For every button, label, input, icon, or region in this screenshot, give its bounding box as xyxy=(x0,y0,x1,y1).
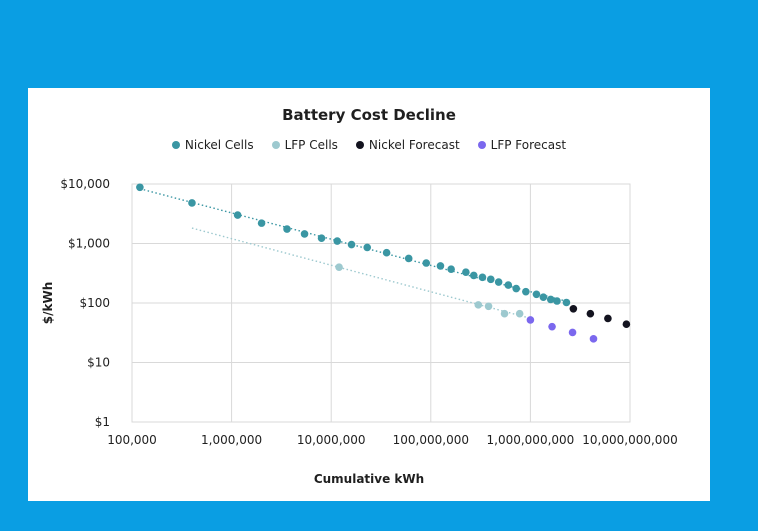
legend-marker-lfp-forecast xyxy=(477,141,486,149)
data-point-nickel-cells xyxy=(494,278,503,286)
data-point-lfp-cells xyxy=(474,301,483,309)
x-tick-label: 1,000,000 xyxy=(201,433,262,447)
x-axis-title: Cumulative kWh xyxy=(313,472,425,486)
data-point-nickel-cells xyxy=(512,284,520,293)
data-point-nickel-cells xyxy=(136,183,144,192)
data-point-lfp-cells xyxy=(484,302,493,311)
data-point-lfp-forecast xyxy=(548,322,556,331)
legend-label-lfp-forecast: LFP Forecast xyxy=(490,138,567,152)
legend-item-nickel-forecast: Nickel Forecast xyxy=(355,138,460,152)
data-point-lfp-cells xyxy=(515,309,524,318)
legend-label-nickel-cells: Nickel Cells xyxy=(184,138,254,152)
legend-label-lfp-cells: LFP Cells xyxy=(284,138,338,152)
data-point-nickel-cells xyxy=(188,199,196,207)
trendline-lfp-cells xyxy=(191,227,527,318)
data-point-nickel-cells xyxy=(486,275,495,284)
y-tick-label: $100 xyxy=(79,296,110,310)
data-point-nickel-cells xyxy=(404,254,413,263)
data-point-lfp-forecast xyxy=(526,316,535,324)
chart-card: Battery Cost Decline Nickel Cells LFP Ce… xyxy=(28,88,710,501)
data-point-nickel-cells xyxy=(462,268,470,276)
data-point-nickel-cells xyxy=(522,287,530,296)
y-axis-title: $/kWh xyxy=(41,281,55,325)
legend-item-lfp-cells: LFP Cells xyxy=(271,138,338,152)
x-tick-label: 10,000,000,000 xyxy=(582,433,677,447)
chart-title: Battery Cost Decline xyxy=(282,106,456,124)
data-point-nickel-forecast xyxy=(622,320,631,329)
y-tick-label: $1,000 xyxy=(68,237,110,251)
data-point-nickel-cells xyxy=(532,290,541,299)
data-point-nickel-cells xyxy=(233,211,242,219)
legend-label-nickel-forecast: Nickel Forecast xyxy=(368,138,460,152)
data-point-nickel-cells xyxy=(539,293,548,302)
data-point-nickel-cells xyxy=(422,259,431,267)
data-point-lfp-forecast xyxy=(568,328,577,337)
x-tick-label: 100,000 xyxy=(107,433,157,447)
data-point-nickel-cells xyxy=(447,265,455,273)
data-point-nickel-cells xyxy=(478,273,487,282)
data-point-nickel-cells xyxy=(347,240,356,249)
data-point-lfp-cells xyxy=(335,263,343,271)
legend-item-lfp-forecast: LFP Forecast xyxy=(477,138,567,152)
legend: Nickel Cells LFP Cells Nickel Forecast L… xyxy=(28,138,710,152)
data-point-nickel-cells xyxy=(504,281,513,289)
data-point-nickel-forecast xyxy=(604,314,612,323)
data-point-lfp-forecast xyxy=(589,335,598,343)
legend-item-nickel-cells: Nickel Cells xyxy=(171,138,254,152)
data-point-nickel-cells xyxy=(257,219,266,227)
data-point-nickel-cells xyxy=(300,230,309,238)
data-point-lfp-cells xyxy=(500,309,509,318)
legend-marker-lfp-cells xyxy=(271,141,280,149)
data-point-nickel-cells xyxy=(317,234,326,242)
data-point-nickel-cells xyxy=(436,262,445,270)
x-tick-label: 1,000,000,000 xyxy=(487,433,575,447)
data-point-nickel-cells xyxy=(333,237,342,245)
data-point-nickel-cells xyxy=(382,248,391,257)
x-tick-label: 10,000,000 xyxy=(297,433,366,447)
data-point-nickel-forecast xyxy=(586,309,595,318)
data-point-nickel-cells xyxy=(553,297,561,305)
plot-area: $1 $10 $100 $1,000 $10,000 100,000 1,000,000 10… xyxy=(60,177,677,447)
y-tick-label: $1 xyxy=(95,415,110,429)
data-point-nickel-cells xyxy=(546,295,555,304)
y-tick-label: $10 xyxy=(87,356,110,370)
data-point-nickel-cells xyxy=(469,271,478,280)
data-point-nickel-cells xyxy=(363,243,372,252)
legend-marker-nickel-cells xyxy=(171,141,180,149)
legend-marker-nickel-forecast xyxy=(355,141,364,149)
data-point-nickel-cells xyxy=(562,298,571,307)
y-tick-label: $10,000 xyxy=(60,177,110,191)
data-point-nickel-cells xyxy=(283,225,291,233)
data-point-nickel-forecast xyxy=(569,304,578,313)
x-tick-label: 100,000,000 xyxy=(393,433,469,447)
